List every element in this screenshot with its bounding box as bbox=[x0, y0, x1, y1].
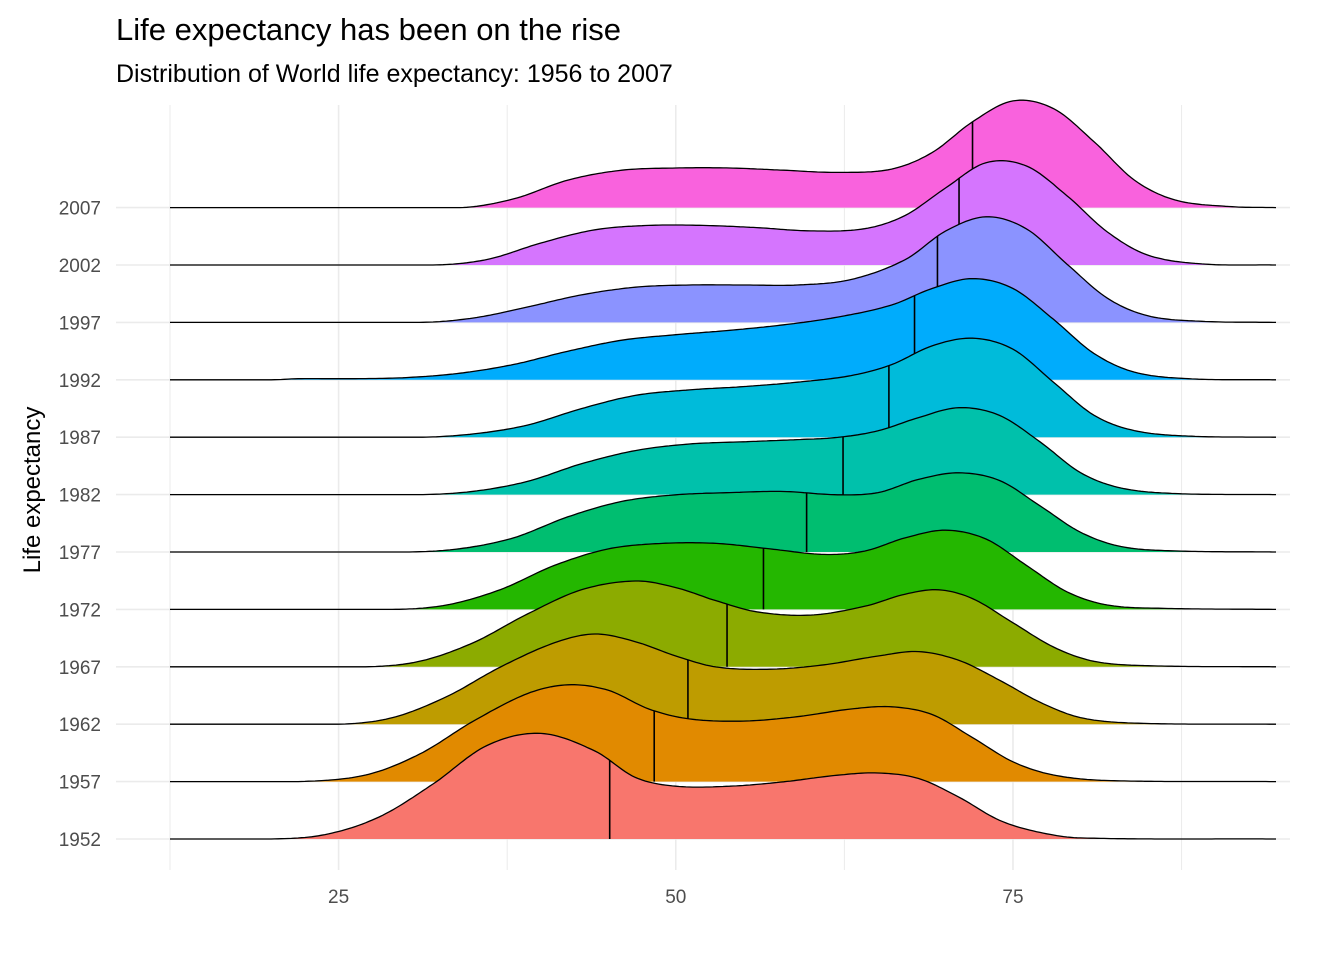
ridge-1977 bbox=[170, 472, 1276, 553]
ridge-outline-1982 bbox=[170, 407, 1276, 496]
ridge-outline-1952 bbox=[170, 732, 1276, 840]
ridge-1982 bbox=[170, 407, 1276, 496]
ridge-area-1972 bbox=[170, 530, 1276, 610]
y-tick-label: 1962 bbox=[59, 715, 101, 736]
chart-subtitle: Distribution of World life expectancy: 1… bbox=[116, 60, 673, 88]
ridge-area-1977 bbox=[170, 472, 1276, 552]
ridge-area-1982 bbox=[170, 407, 1276, 495]
y-tick-label: 1952 bbox=[59, 830, 101, 851]
y-tick-label: 2007 bbox=[59, 199, 101, 220]
y-tick-label: 1987 bbox=[59, 428, 101, 449]
y-tick-label: 2002 bbox=[59, 256, 101, 277]
y-tick-label: 1967 bbox=[59, 658, 101, 679]
y-axis-title: Life expectancy bbox=[19, 407, 46, 574]
x-tick-label: 75 bbox=[1002, 887, 1023, 908]
ridge-area-1987 bbox=[170, 338, 1276, 438]
y-tick-label: 1977 bbox=[59, 543, 101, 564]
y-axis: 1952 1957 1962 1967 1972 1977 1982 1987 1992 1997… bbox=[59, 199, 101, 851]
ridge-1972 bbox=[170, 529, 1276, 611]
ridge-1967 bbox=[170, 580, 1276, 668]
ridge-outline-1992 bbox=[170, 277, 1276, 381]
y-tick-label: 1957 bbox=[59, 773, 101, 794]
ridge-outline-1962 bbox=[170, 633, 1276, 725]
ridge-2007 bbox=[170, 99, 1277, 209]
ridge-outline-1987 bbox=[170, 337, 1276, 438]
chart-title: Life expectancy has been on the rise bbox=[116, 12, 621, 47]
ridge-area-2007 bbox=[170, 100, 1276, 208]
y-tick-label: 1982 bbox=[59, 486, 101, 507]
y-tick-label: 1997 bbox=[59, 313, 101, 334]
ridge-outline-1972 bbox=[170, 529, 1276, 611]
x-tick-label: 25 bbox=[328, 887, 349, 908]
ridge-outline-1997 bbox=[170, 216, 1276, 324]
y-tick-label: 1992 bbox=[59, 371, 101, 392]
ridge-area-1957 bbox=[170, 684, 1276, 782]
ridge-outline-1977 bbox=[170, 472, 1276, 553]
ridge-1987 bbox=[170, 337, 1276, 438]
ridge-outline-1957 bbox=[170, 684, 1276, 783]
ridge-outline-1967 bbox=[170, 580, 1276, 668]
ridge-1952 bbox=[170, 732, 1276, 840]
ridges bbox=[170, 99, 1277, 840]
y-tick-label: 1972 bbox=[59, 600, 101, 621]
ridge-area-1967 bbox=[170, 581, 1276, 667]
ridge-outline-2002 bbox=[170, 160, 1276, 266]
ridge-1957 bbox=[170, 684, 1276, 783]
x-tick-label: 50 bbox=[665, 887, 686, 908]
ridge-outline-2007 bbox=[170, 99, 1277, 209]
ridge-area-1962 bbox=[170, 634, 1276, 725]
x-axis: 25 50 75 bbox=[328, 887, 1024, 908]
ridge-area-1952 bbox=[170, 733, 1276, 839]
ridge-1962 bbox=[170, 633, 1276, 725]
